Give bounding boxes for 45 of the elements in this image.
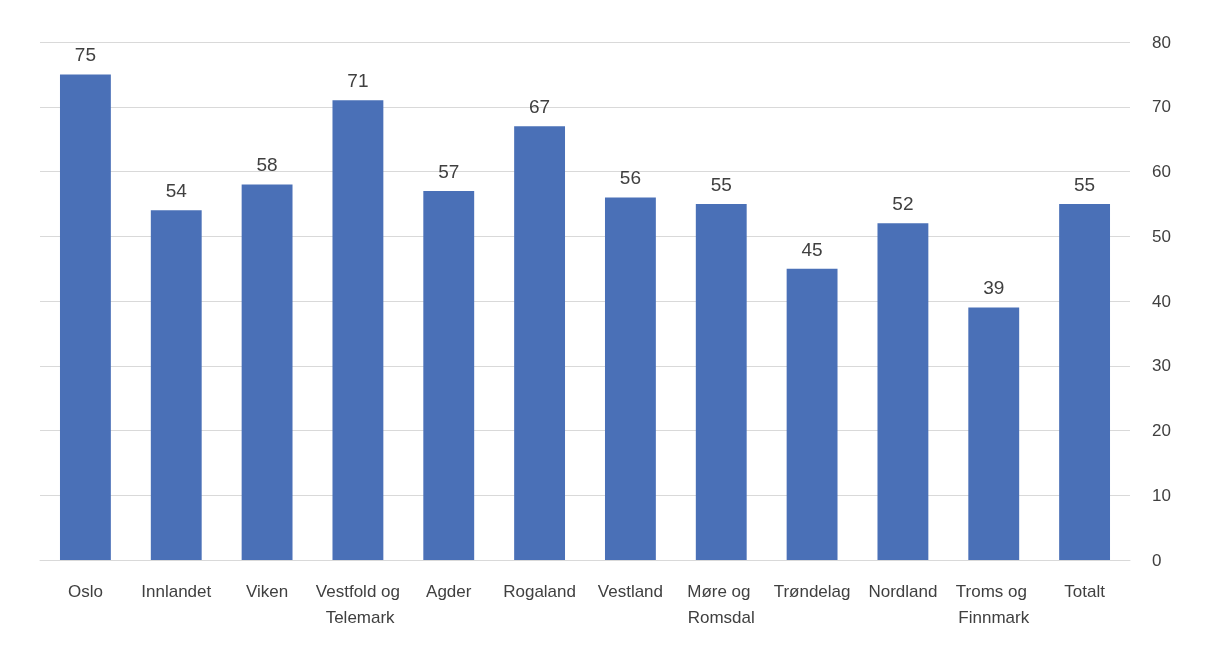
- y-tick-label: 70: [1152, 97, 1171, 117]
- bar: [241, 184, 293, 560]
- bar: [786, 268, 838, 560]
- bar: [150, 210, 202, 560]
- bar: [877, 223, 929, 560]
- data-label: 67: [529, 96, 551, 118]
- y-tick-label: 20: [1152, 421, 1171, 440]
- data-label: 58: [256, 154, 278, 176]
- x-tick-label: Innlandet: [141, 581, 212, 601]
- y-tick-label: 80: [1152, 32, 1171, 52]
- x-tick-label: Trøndelag: [773, 581, 851, 601]
- data-label: 55: [710, 173, 732, 195]
- data-label: 75: [74, 44, 96, 66]
- bar: [1059, 203, 1111, 560]
- x-tick-label: Troms og Finnmark: [955, 581, 1032, 627]
- data-label: 55: [1074, 173, 1096, 195]
- data-label: 39: [983, 277, 1005, 299]
- data-label: 52: [892, 193, 914, 215]
- data-label: 57: [438, 160, 460, 182]
- bar: [423, 190, 475, 560]
- y-tick-label: 60: [1152, 162, 1171, 181]
- bar: [968, 307, 1020, 560]
- data-label: 45: [801, 238, 823, 260]
- bar: [695, 203, 747, 560]
- bar: [332, 100, 384, 560]
- data-label: 56: [619, 167, 641, 189]
- bar: [604, 197, 656, 560]
- y-tick-label: 50: [1152, 226, 1171, 246]
- x-tick-label: Viken: [245, 581, 289, 601]
- bar: [514, 126, 566, 560]
- data-label: 71: [347, 70, 369, 92]
- x-tick-label: Vestland: [597, 581, 664, 601]
- x-tick-label: Oslo: [67, 581, 103, 601]
- data-label: 54: [165, 180, 188, 202]
- x-tick-label: Totalt: [1064, 581, 1106, 601]
- y-tick-label: 30: [1152, 356, 1171, 376]
- x-tick-label: Møre og Romsdal: [687, 581, 756, 627]
- bar: [59, 74, 111, 560]
- y-tick-label: 10: [1152, 485, 1171, 505]
- y-tick-label: 0: [1152, 550, 1162, 570]
- y-tick-label: 40: [1152, 291, 1171, 311]
- x-tick-label: Agder: [426, 581, 472, 601]
- x-tick-label: Vestfold og Telemark: [315, 581, 400, 627]
- x-tick-label: Rogaland: [503, 581, 576, 601]
- x-tick-label: Nordland: [868, 581, 938, 601]
